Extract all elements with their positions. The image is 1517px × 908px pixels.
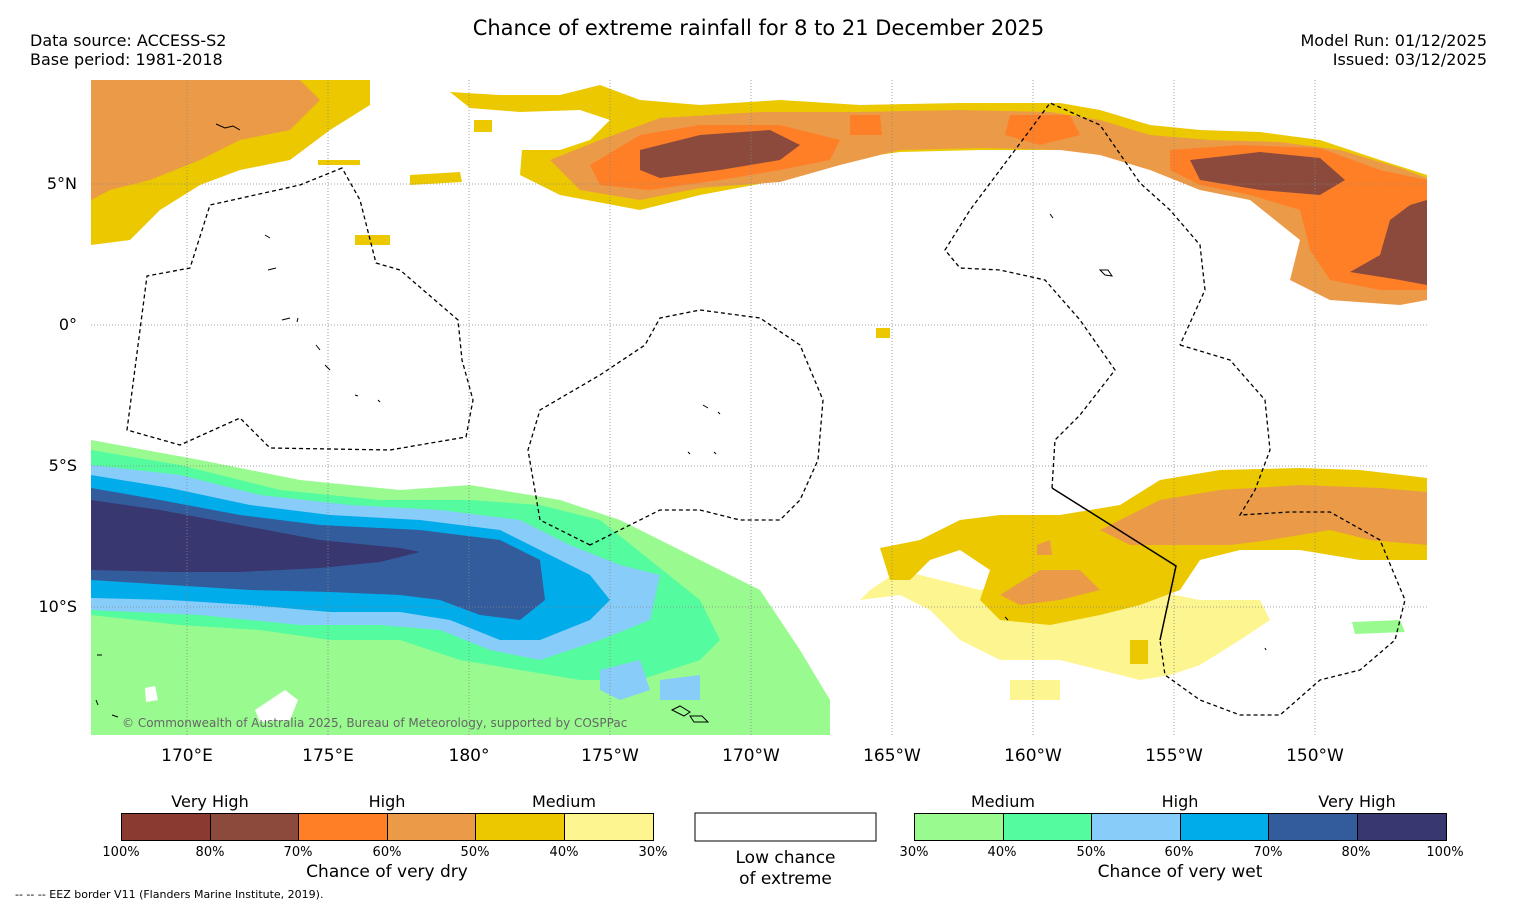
wet-legend-caption: Chance of very wet — [1097, 862, 1263, 882]
lat-label-10s: 10°S — [38, 597, 77, 616]
wet-tick: 80% — [1341, 845, 1371, 860]
wet-level-very-high: Very High — [1318, 792, 1396, 811]
lat-label-0: 0° — [58, 315, 77, 334]
wet-swatch — [1002, 813, 1093, 841]
lon-label-180: 180° — [448, 746, 490, 766]
dry-swatch — [386, 813, 477, 841]
copyright-notice: © Commonwealth of Australia 2025, Bureau… — [122, 716, 628, 730]
dry-level-very-high: Very High — [171, 792, 249, 811]
low-chance-swatch — [694, 812, 877, 842]
data-source-label: Data source: ACCESS-S2 — [30, 31, 227, 50]
dry-tick: 30% — [638, 845, 668, 860]
lat-label-5n: 5°N — [46, 174, 77, 193]
dry-level-high: High — [368, 792, 406, 811]
low-chance-line-1: Low chance — [735, 848, 836, 868]
lon-label-170w: 170°W — [722, 746, 780, 766]
lon-label-160w: 160°W — [1004, 746, 1062, 766]
low-chance-line-2: of extreme — [739, 869, 832, 889]
issued-label: Issued: 03/12/2025 — [1332, 50, 1487, 69]
lon-label-150w: 150°W — [1286, 746, 1344, 766]
dry-swatch — [298, 813, 388, 841]
dry-region-north-central — [450, 85, 1427, 338]
wet-tick: 100% — [1426, 845, 1464, 860]
wet-swatch — [1268, 813, 1358, 841]
wet-level-high: High — [1161, 792, 1199, 811]
coastlines — [95, 123, 1267, 723]
dry-region-southeast — [860, 468, 1427, 700]
dry-tick: 70% — [283, 845, 313, 860]
dry-swatch — [564, 813, 654, 841]
dry-tick: 60% — [372, 845, 402, 860]
eez-footnote: -- -- -- EEZ border V11 (Flanders Marine… — [15, 888, 324, 901]
wet-tick: 60% — [1164, 845, 1194, 860]
model-run-label: Model Run: 01/12/2025 — [1300, 31, 1488, 50]
dry-tick: 100% — [102, 845, 140, 860]
wet-region-southwest — [91, 440, 1405, 735]
lon-label-155w: 155°W — [1145, 746, 1203, 766]
dry-swatch — [475, 813, 565, 841]
dry-tick: 50% — [460, 845, 490, 860]
dry-tick: 40% — [549, 845, 579, 860]
wet-level-medium: Medium — [971, 792, 1035, 811]
eez-borders — [126, 102, 1406, 716]
data-source-block: Data source: ACCESS-S2 Base period: 1981… — [30, 31, 226, 69]
eez-solid-border — [1051, 487, 1177, 641]
graticule — [91, 80, 1427, 735]
wet-swatch — [1357, 813, 1447, 841]
wet-tick: 40% — [987, 845, 1017, 860]
lat-label-5s: 5°S — [48, 456, 77, 475]
wet-swatch — [1091, 813, 1181, 841]
wet-swatch — [914, 813, 1004, 841]
wet-tick: 70% — [1253, 845, 1283, 860]
wet-tick: 50% — [1076, 845, 1106, 860]
map-title: Chance of extreme rainfall for 8 to 21 D… — [472, 16, 1045, 40]
wet-swatch — [1179, 813, 1270, 841]
lon-label-170e: 170°E — [161, 746, 213, 766]
lon-label-175e: 175°E — [302, 746, 354, 766]
model-run-block: Model Run: 01/12/2025 Issued: 03/12/2025 — [1301, 31, 1488, 69]
low-chance-caption: Low chance of extreme — [695, 848, 876, 890]
wet-tick: 30% — [899, 845, 929, 860]
lon-label-175w: 175°W — [581, 746, 639, 766]
dry-region-northwest — [91, 80, 462, 245]
dry-swatch — [121, 813, 211, 841]
lon-label-165w: 165°W — [863, 746, 921, 766]
dry-tick: 80% — [195, 845, 225, 860]
base-period-label: Base period: 1981-2018 — [30, 50, 223, 69]
dry-level-medium: Medium — [532, 792, 596, 811]
dry-swatch — [209, 813, 300, 841]
dry-legend-caption: Chance of very dry — [306, 862, 468, 882]
